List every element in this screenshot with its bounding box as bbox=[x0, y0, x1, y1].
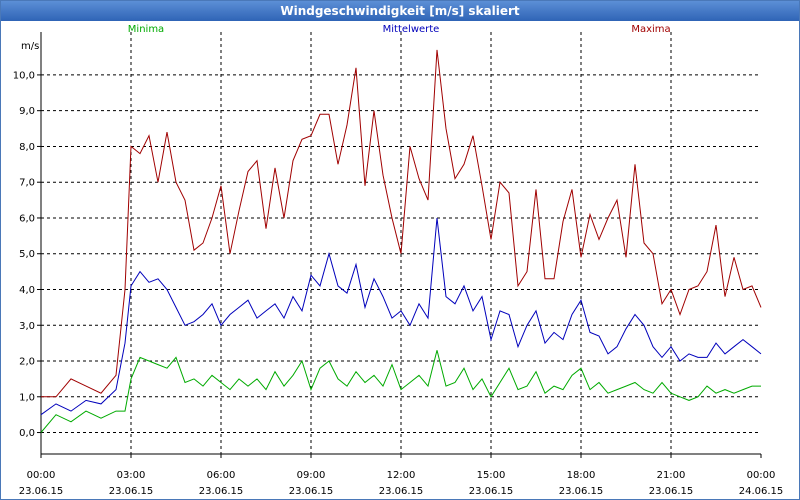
x-tick-time: 15:00 bbox=[477, 470, 506, 481]
x-tick-date: 23.06.15 bbox=[379, 486, 424, 497]
grid bbox=[41, 32, 761, 454]
x-tick-time: 00:00 bbox=[747, 470, 776, 481]
x-tick-time: 00:00 bbox=[27, 470, 56, 481]
y-tick-label: 0,0 bbox=[19, 428, 35, 439]
x-tick-date: 23.06.15 bbox=[289, 486, 334, 497]
x-tick-date: 23.06.15 bbox=[109, 486, 154, 497]
x-tick-time: 06:00 bbox=[207, 470, 236, 481]
series-line-min bbox=[40, 350, 761, 433]
window-title: Windgeschwindigkeit [m/s] skaliert bbox=[1, 1, 799, 21]
y-tick-label: 4,0 bbox=[19, 285, 35, 296]
x-tick-time: 18:00 bbox=[567, 470, 596, 481]
y-tick-label: 1,0 bbox=[19, 392, 35, 403]
legend-min: Minima bbox=[128, 24, 164, 35]
y-tick-label: 7,0 bbox=[19, 178, 35, 189]
legend-avg: Mittelwerte bbox=[383, 24, 440, 35]
legend-max: Maxima bbox=[631, 24, 670, 35]
axes bbox=[37, 32, 762, 458]
x-tick-time: 21:00 bbox=[657, 470, 686, 481]
x-tick-date: 24.06.15 bbox=[739, 486, 784, 497]
x-tick-time: 12:00 bbox=[387, 470, 416, 481]
x-tick-date: 23.06.15 bbox=[19, 486, 64, 497]
chart-area: 0,0 1,0 2,0 3,0 4,0 5,0 6,0 7,0 8,0 9,0 10,0 00:00 2… bbox=[13, 24, 784, 497]
x-tick-date: 23.06.15 bbox=[199, 486, 244, 497]
y-tick-label: 10,0 bbox=[13, 70, 35, 81]
series-line-max bbox=[41, 49, 762, 398]
x-tick-date: 23.06.15 bbox=[559, 486, 604, 497]
x-tick-time: 09:00 bbox=[297, 470, 326, 481]
series-line-avg bbox=[40, 217, 762, 416]
y-tick-label: 6,0 bbox=[19, 213, 35, 224]
x-tick-date: 23.06.15 bbox=[469, 486, 514, 497]
y-tick-label: 8,0 bbox=[19, 142, 35, 153]
y-tick-label: 2,0 bbox=[19, 357, 35, 368]
y-tick-label: 3,0 bbox=[19, 321, 35, 332]
y-tick-label: 5,0 bbox=[19, 249, 35, 260]
x-tick-date: 23.06.15 bbox=[649, 486, 694, 497]
x-tick-time: 03:00 bbox=[117, 470, 146, 481]
series bbox=[40, 49, 762, 433]
y-axis-label: m/s bbox=[21, 41, 39, 52]
labels: 0,0 1,0 2,0 3,0 4,0 5,0 6,0 7,0 8,0 9,0 10,0 00:00 2… bbox=[13, 24, 784, 497]
y-tick-label: 9,0 bbox=[19, 106, 35, 117]
